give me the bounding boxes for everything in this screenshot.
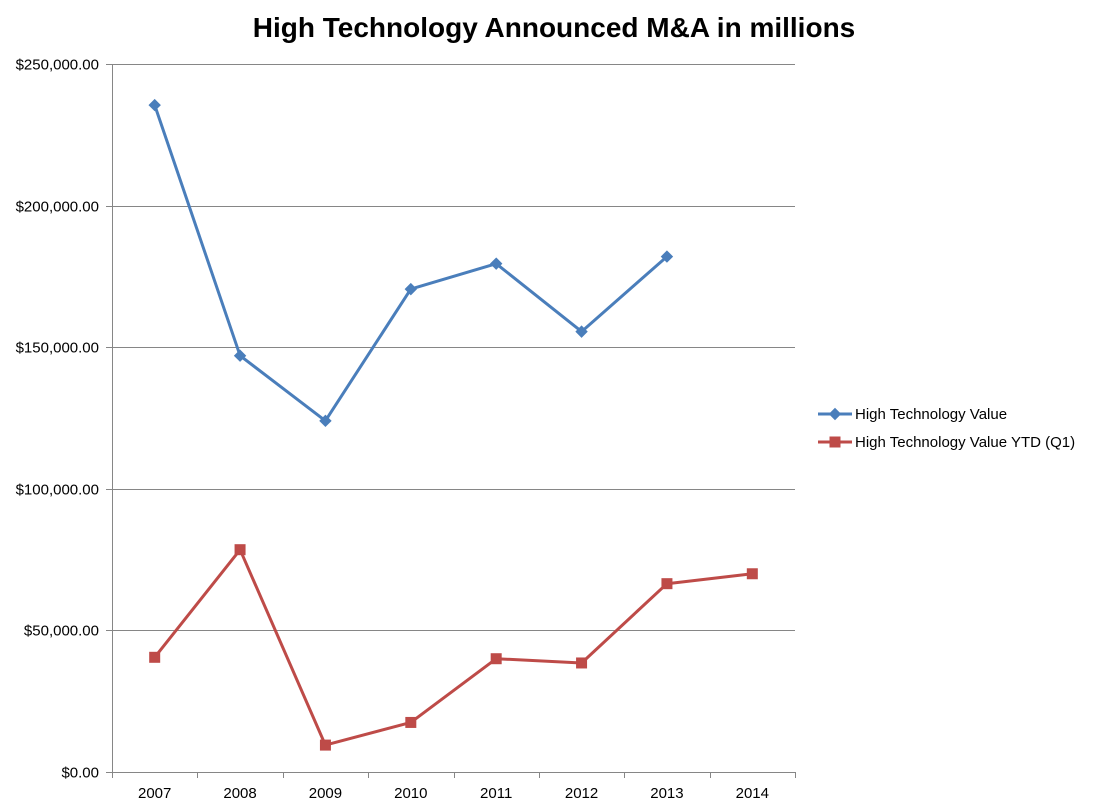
legend-marker <box>829 436 841 448</box>
y-tick-label: $150,000.00 <box>16 340 99 357</box>
x-tick-label: 2008 <box>223 785 256 802</box>
data-point-series-2 <box>234 544 246 556</box>
data-point-series-2 <box>405 716 417 728</box>
legend: High Technology Value High Technology Val… <box>818 406 1075 451</box>
x-tick-labels: 2007 2008 2009 2010 2011 2012 2013 2014 <box>138 785 769 802</box>
y-tick-label: $250,000.00 <box>16 57 99 74</box>
chart-title: High Technology Announced M&A in million… <box>253 12 856 43</box>
y-tick-label: $200,000.00 <box>16 199 99 216</box>
series-markers <box>148 98 758 751</box>
data-point-series-2 <box>490 653 502 665</box>
gridlines <box>112 64 795 631</box>
x-tick-label: 2009 <box>309 785 342 802</box>
x-tick-label: 2010 <box>394 785 427 802</box>
legend-item: High Technology Value <box>818 406 1007 423</box>
x-tick-label: 2007 <box>138 785 171 802</box>
y-tick-labels: $0.00 $50,000.00 $100,000.00 $150,000.00 $20… <box>16 57 99 782</box>
data-point-series-2 <box>746 568 758 580</box>
y-tick-label: $100,000.00 <box>16 482 99 499</box>
data-point-series-2 <box>576 657 588 669</box>
data-point-series-1 <box>660 250 674 263</box>
axes <box>106 64 796 778</box>
data-point-series-2 <box>661 578 673 590</box>
x-tick-label: 2014 <box>736 785 769 802</box>
y-tick-label: $0.00 <box>61 765 99 782</box>
data-point-series-1 <box>575 325 588 338</box>
legend-item: High Technology Value YTD (Q1) <box>818 434 1075 451</box>
data-point-series-1 <box>148 98 161 112</box>
data-point-series-1 <box>404 282 418 296</box>
x-tick-label: 2013 <box>650 785 683 802</box>
x-tick-label: 2012 <box>565 785 598 802</box>
data-point-series-1 <box>233 349 247 362</box>
x-tick-label: 2011 <box>480 785 512 802</box>
legend-label: High Technology Value <box>855 406 1007 423</box>
y-tick-label: $50,000.00 <box>24 623 99 640</box>
series-lines <box>153 104 753 747</box>
series-line-1 <box>153 104 668 423</box>
series-line-2 <box>153 548 753 747</box>
legend-marker <box>828 407 842 421</box>
data-point-series-1 <box>319 414 332 428</box>
data-point-series-2 <box>319 739 331 751</box>
legend-label: High Technology Value YTD (Q1) <box>855 434 1075 451</box>
data-point-series-1 <box>489 257 503 270</box>
data-point-series-2 <box>149 651 161 663</box>
